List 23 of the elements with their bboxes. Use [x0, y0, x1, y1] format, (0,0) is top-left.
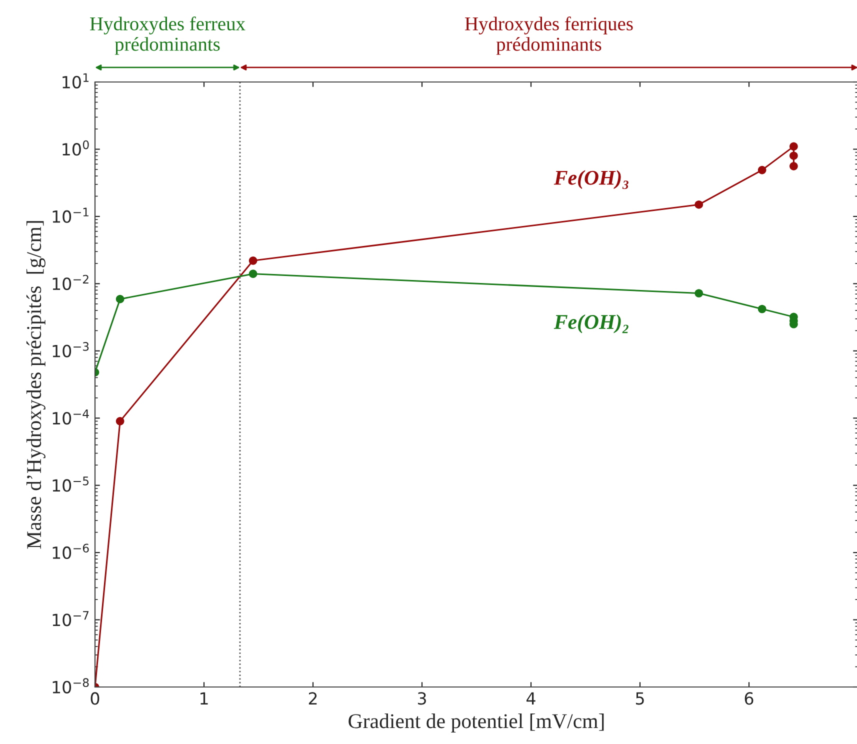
x-tick-label: 4 — [526, 692, 536, 705]
x-tick-label: 5 — [636, 692, 644, 705]
x-tick-label: 2 — [308, 692, 317, 705]
y-tick-label: 10$^{−7}$ — [52, 611, 89, 626]
text: Hydroxydes ferreux prédominants — [90, 16, 246, 55]
series-label: Fe(OH)₂ — [554, 314, 628, 334]
y-tick-label: 10$^{−1}$ — [52, 208, 88, 223]
y-tick-label: 10$^{−2}$ — [52, 274, 88, 290]
y-tick-label: 10$^{−4}$ — [52, 409, 89, 425]
text: Hydroxydes ferriques prédominants — [465, 16, 633, 55]
x-axis-title: Gradient de potentiel [mV/cm] — [348, 714, 604, 732]
y-tick-label: 10$^{0}$ — [62, 140, 89, 156]
y-tick-label: 10$^{1}$ — [62, 73, 89, 88]
series-label: Fe(OH)₃ — [554, 170, 628, 190]
x-tick-label: 6 — [744, 692, 754, 705]
y-axis-title: Masse d’Hydroxydes précipités [g/cm] — [26, 221, 46, 549]
y-tick-label: 10$^{−5}$ — [52, 476, 89, 492]
y-tick-label: 10$^{−8}$ — [52, 678, 89, 694]
x-tick-label: 3 — [418, 692, 426, 705]
x-tick-label: 1 — [200, 692, 208, 705]
y-tick-label: 10$^{−3}$ — [52, 342, 89, 358]
x-tick-label: 0 — [90, 692, 100, 705]
y-tick-label: 10$^{−6}$ — [52, 544, 89, 559]
